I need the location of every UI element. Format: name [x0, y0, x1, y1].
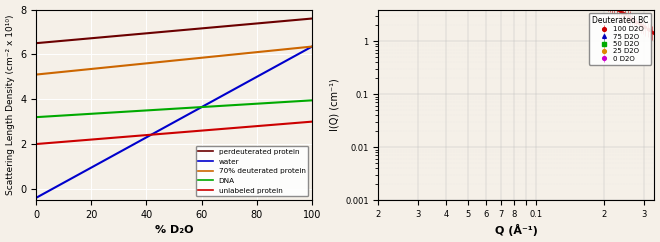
Legend: 100 D2O, 75 D2O, 50 D2O, 25 D2O, 0 D2O: 100 D2O, 75 D2O, 50 D2O, 25 D2O, 0 D2O: [589, 13, 651, 65]
Legend: perdeuterated protein, water, 70% deuterated protein, DNA, unlabeled protein: perdeuterated protein, water, 70% deuter…: [195, 146, 308, 197]
Y-axis label: I(Q) (cm⁻¹): I(Q) (cm⁻¹): [329, 78, 340, 131]
X-axis label: % D₂O: % D₂O: [155, 225, 193, 235]
Y-axis label: Scattering Length Density (cm⁻² x 10¹⁰): Scattering Length Density (cm⁻² x 10¹⁰): [5, 15, 15, 195]
X-axis label: Q (Å⁻¹): Q (Å⁻¹): [495, 224, 538, 236]
